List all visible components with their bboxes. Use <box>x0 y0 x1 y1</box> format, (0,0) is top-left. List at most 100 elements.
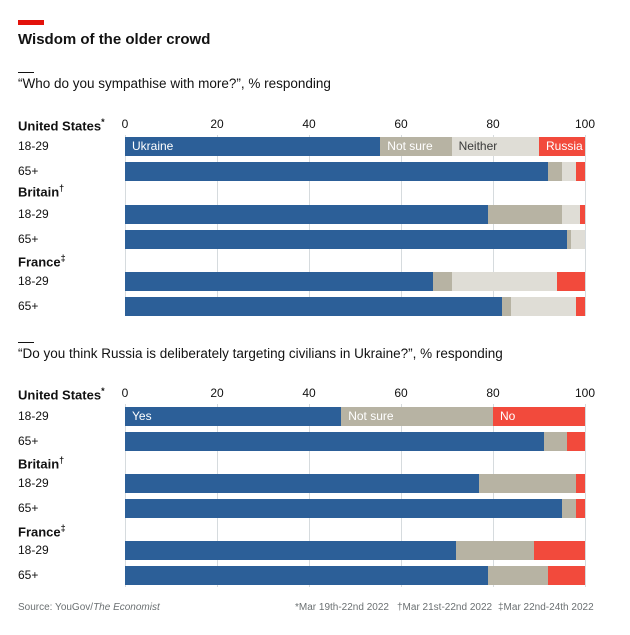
bar-segment-not-sure <box>488 205 562 224</box>
bar-segment-yes <box>125 499 562 518</box>
country-label-france: France‡ <box>18 523 66 540</box>
gridline <box>401 135 402 316</box>
bar-row <box>125 474 585 493</box>
segment-label-neither: Neither <box>458 139 498 153</box>
bar-segment-not-sure <box>488 566 549 585</box>
x-tick-label: 80 <box>486 386 500 400</box>
country-label-united-states: United States* <box>18 117 105 134</box>
bar-segment-no: No <box>492 407 585 426</box>
bar-segment-ukraine <box>125 272 434 291</box>
age-label: 18-29 <box>18 207 49 221</box>
gridline <box>585 404 586 587</box>
bar-segment-no <box>566 432 585 451</box>
bar-segment-russia <box>580 205 585 224</box>
bar-segment-no <box>575 474 585 493</box>
chart-title: Wisdom of the older crowd <box>18 31 211 48</box>
bar-segment-not-sure <box>433 272 452 291</box>
bar-segment-yes <box>125 474 480 493</box>
question-rule-1 <box>18 72 34 73</box>
bar-row <box>125 432 585 451</box>
bar-segment-not-sure <box>543 432 567 451</box>
x-tick-label: 20 <box>210 117 224 131</box>
bar-segment-yes <box>125 566 489 585</box>
bar-segment-ukraine <box>125 297 503 316</box>
bar-row <box>125 272 585 291</box>
brand-red-bar <box>18 20 44 25</box>
gridline <box>309 404 310 587</box>
x-tick-label: 40 <box>302 117 316 131</box>
question-title-1: “Who do you sympathise with more?”, % re… <box>18 76 331 91</box>
bar-row <box>125 499 585 518</box>
bar-segment-not-sure <box>456 541 535 560</box>
bar-segment-neither <box>511 297 576 316</box>
bar-segment-not-sure <box>562 499 576 518</box>
bar-row <box>125 297 585 316</box>
bar-segment-neither <box>451 272 558 291</box>
bar-segment-ukraine <box>125 230 567 249</box>
age-label: 65+ <box>18 299 39 313</box>
age-label: 18-29 <box>18 543 49 557</box>
age-label: 65+ <box>18 232 39 246</box>
bar-segment-not-sure <box>479 474 576 493</box>
bar-segment-neither: Neither <box>451 137 539 156</box>
bar-segment-neither <box>561 162 576 181</box>
bar-segment-russia <box>557 272 585 291</box>
x-tick-label: 0 <box>121 117 129 131</box>
bar-row <box>125 205 585 224</box>
footnote-france: ‡Mar 22nd-24th 2022 <box>498 602 594 613</box>
gridline <box>493 135 494 316</box>
country-label-france: France‡ <box>18 253 66 270</box>
bar-segment-not-sure: Not sure <box>380 137 452 156</box>
segment-label-not-sure: Not sure <box>387 139 433 153</box>
age-label: 65+ <box>18 434 39 448</box>
bar-segment-not-sure <box>502 297 512 316</box>
x-tick-label: 60 <box>394 117 408 131</box>
footnote-britain: †Mar 21st-22nd 2022 <box>397 602 493 613</box>
x-tick-label: 0 <box>121 386 129 400</box>
question-rule-2 <box>18 342 34 343</box>
bar-segment-not-sure <box>548 162 562 181</box>
bar-segment-ukraine: Ukraine <box>125 137 381 156</box>
gridline <box>585 135 586 316</box>
bar-segment-yes <box>125 432 544 451</box>
x-tick-label: 100 <box>574 117 596 131</box>
bar-segment-ukraine <box>125 162 549 181</box>
country-label-britain: Britain† <box>18 183 65 200</box>
gridline <box>309 135 310 316</box>
bar-segment-not-sure: Not sure <box>341 407 493 426</box>
segment-label-not-sure: Not sure <box>348 409 394 423</box>
bar-row <box>125 566 585 585</box>
x-tick-label: 100 <box>574 386 596 400</box>
gridline <box>217 404 218 587</box>
bar-segment-yes: Yes <box>125 407 342 426</box>
segment-label-no: No <box>499 409 516 423</box>
x-tick-label: 20 <box>210 386 224 400</box>
bar-segment-no <box>548 566 585 585</box>
x-tick-label: 60 <box>394 386 408 400</box>
bar-row: Ukraine Not sure Neither Russia <box>125 137 585 156</box>
segment-label-ukraine: Ukraine <box>132 139 174 153</box>
gridline <box>401 404 402 587</box>
bar-segment-yes <box>125 541 457 560</box>
bar-segment-neither <box>571 230 585 249</box>
bar-segment-russia: Russia <box>538 137 585 156</box>
age-label: 18-29 <box>18 274 49 288</box>
bar-segment-no <box>575 499 585 518</box>
age-label: 18-29 <box>18 409 49 423</box>
bar-row <box>125 162 585 181</box>
bar-row <box>125 230 585 249</box>
gridline <box>125 404 126 587</box>
segment-label-russia: Russia <box>545 139 583 153</box>
age-label: 65+ <box>18 568 39 582</box>
age-label: 65+ <box>18 501 39 515</box>
age-label: 18-29 <box>18 476 49 490</box>
bar-segment-no <box>534 541 585 560</box>
source-note: Source: YouGov/The Economist <box>18 602 160 613</box>
segment-label-yes: Yes <box>132 409 152 423</box>
gridline <box>217 135 218 316</box>
age-label: 18-29 <box>18 139 49 153</box>
age-label: 65+ <box>18 164 39 178</box>
x-tick-label: 80 <box>486 117 500 131</box>
country-label-united-states: United States* <box>18 386 105 403</box>
bar-row <box>125 541 585 560</box>
